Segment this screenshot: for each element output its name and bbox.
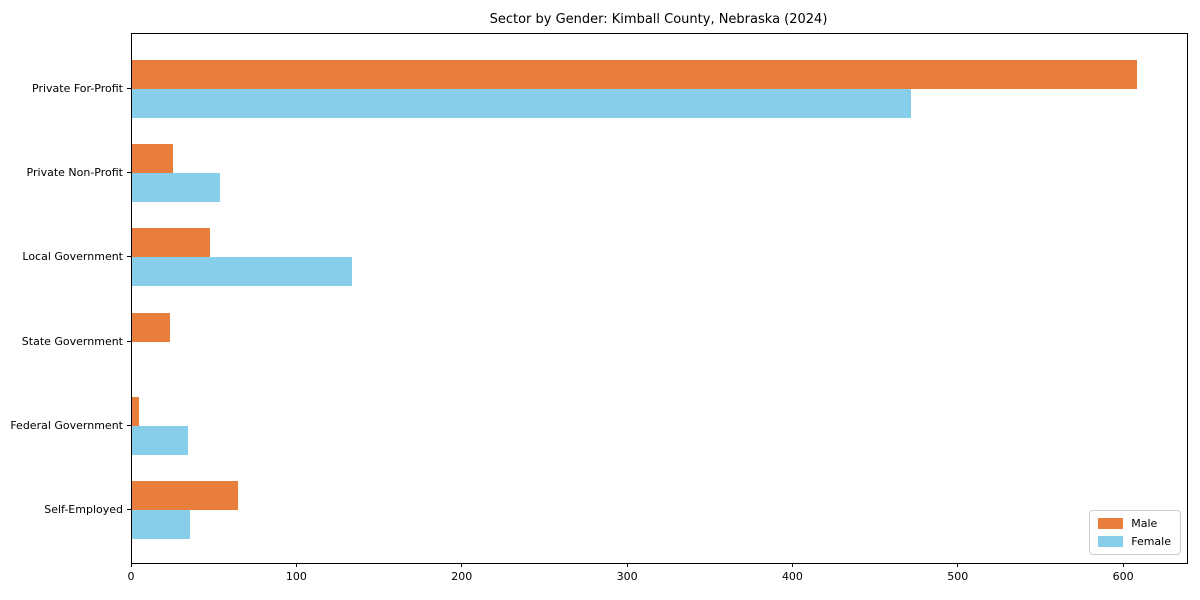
chart-title: Sector by Gender: Kimball County, Nebras… — [489, 12, 828, 27]
bar-male-private-non-profit — [132, 144, 174, 174]
y-tick-mark — [127, 88, 131, 89]
y-tick-label-private-for-profit: Private For-Profit — [32, 82, 123, 95]
x-tick-mark — [791, 563, 793, 567]
bar-male-self-employed — [132, 481, 238, 510]
x-tick-label-400: 400 — [781, 570, 803, 583]
bar-male-state-government — [132, 312, 170, 342]
legend-label-male: Male — [1131, 517, 1158, 530]
y-tick-mark — [127, 424, 131, 426]
x-tick-mark — [1122, 563, 1124, 567]
bar-male-private-for-profit — [132, 60, 1138, 89]
y-tick-label-private-non-profit: Private Non-Profit — [26, 166, 123, 180]
x-tick-mark — [295, 563, 297, 567]
bar-female-local-government — [132, 257, 352, 287]
bar-male-local-government — [132, 228, 210, 258]
y-tick-mark — [127, 172, 131, 174]
legend-item-female: Female — [1098, 535, 1171, 548]
legend: Male Female — [1089, 510, 1181, 555]
y-tick-label-local-government: Local Government — [22, 250, 123, 264]
x-tick-mark — [130, 563, 132, 567]
y-tick-mark — [127, 340, 131, 342]
y-tick-mark — [127, 256, 131, 258]
x-tick-mark — [957, 563, 959, 567]
male-swatch-icon — [1098, 518, 1124, 529]
legend-label-female: Female — [1131, 535, 1171, 548]
x-tick-label-500: 500 — [947, 570, 969, 583]
plot-area: Male Female — [131, 33, 1188, 564]
bar-female-private-for-profit — [132, 89, 911, 118]
x-tick-label-0: 0 — [127, 570, 135, 583]
x-tick-label-100: 100 — [285, 570, 307, 583]
x-tick-label-600: 600 — [1112, 570, 1134, 583]
y-tick-label-federal-government: Federal Government — [10, 418, 123, 432]
x-tick-label-200: 200 — [451, 570, 473, 583]
x-tick-mark — [626, 563, 628, 567]
female-swatch-icon — [1098, 536, 1124, 547]
y-tick-label-self-employed: Self-Employed — [44, 503, 123, 516]
x-tick-mark — [461, 563, 463, 567]
bar-male-federal-government — [132, 396, 139, 426]
y-tick-mark — [127, 509, 131, 510]
y-tick-label-state-government: State Government — [21, 334, 123, 348]
legend-item-male: Male — [1098, 517, 1171, 530]
bar-female-self-employed — [132, 510, 190, 539]
bar-female-federal-government — [132, 425, 189, 455]
x-tick-label-300: 300 — [616, 570, 638, 583]
bar-female-private-non-profit — [132, 173, 220, 203]
